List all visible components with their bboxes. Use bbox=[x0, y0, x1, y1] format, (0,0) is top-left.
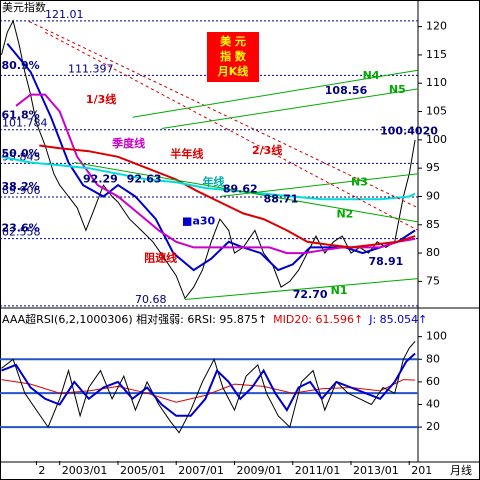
y-tick-label: 120 bbox=[426, 20, 447, 33]
y-tick-label: 90 bbox=[426, 189, 440, 202]
annotation: 89.62 bbox=[223, 183, 258, 196]
annotation: 88.71 bbox=[264, 192, 299, 205]
annotation: 92.29 bbox=[83, 172, 118, 185]
y-tick-label: 20 bbox=[426, 420, 440, 433]
series-line bbox=[44, 31, 419, 231]
annotation: 100.4020 bbox=[380, 124, 438, 137]
x-tick-label: 2009/01 bbox=[236, 464, 282, 477]
y-tick-label: 60 bbox=[426, 375, 440, 388]
indicator-header: MID20: 61.596↑ bbox=[273, 313, 363, 326]
level-label: 70.68 bbox=[135, 293, 167, 306]
chart-title: 美元指数 bbox=[2, 0, 46, 14]
x-tick-label: 2003/01 bbox=[62, 464, 108, 477]
series-line bbox=[1, 19, 416, 300]
y-tick-label: 85 bbox=[426, 218, 440, 231]
x-tick-label: 2 bbox=[38, 464, 45, 477]
annotation: 阻速线 bbox=[144, 251, 177, 265]
series-line bbox=[132, 69, 419, 118]
title-badge-text: 月K线 bbox=[217, 64, 249, 78]
annotation: 61.8% bbox=[1, 109, 39, 122]
x-tick-label: 2005/01 bbox=[120, 464, 166, 477]
y-tick-label: 75 bbox=[426, 274, 440, 287]
annotation: 78.91 bbox=[368, 255, 403, 268]
series-line bbox=[39, 144, 416, 249]
y-tick-label: 100 bbox=[426, 133, 447, 146]
annotation: N5 bbox=[389, 83, 406, 96]
x-tick-label: 201 bbox=[411, 464, 432, 477]
y-tick-label: 40 bbox=[426, 397, 440, 410]
annotation: 1/3线 bbox=[86, 92, 116, 106]
y-tick-label: 105 bbox=[426, 105, 447, 118]
series-line bbox=[184, 278, 419, 300]
level-label: 89.906 bbox=[2, 184, 41, 197]
annotation: ■a30 bbox=[182, 214, 215, 227]
series-line bbox=[161, 88, 419, 129]
y-tick-label: 115 bbox=[426, 48, 447, 61]
title-badge-text: 指 数 bbox=[220, 49, 247, 63]
indicator-header: J: 85.054↑ bbox=[368, 313, 427, 326]
series-line bbox=[1, 352, 416, 417]
title-badge bbox=[207, 32, 259, 82]
level-label: 95.845 bbox=[2, 150, 41, 163]
annotation: 23.6% bbox=[1, 222, 39, 235]
annotation: 80.9% bbox=[1, 59, 39, 72]
annotation: 2/3线 bbox=[252, 143, 282, 157]
indicator-header: AAA超RSI(6,2,1000306) 相对强弱: 6RSI: 95.875↑ bbox=[2, 312, 267, 326]
level-label: 82.558 bbox=[2, 226, 41, 239]
annotation: N4 bbox=[363, 69, 380, 82]
y-tick-label: 80 bbox=[426, 246, 440, 259]
annotation: N2 bbox=[336, 208, 353, 221]
y-tick-label: 80 bbox=[426, 352, 440, 365]
annotation: 72.70 bbox=[293, 288, 328, 301]
series-line bbox=[74, 162, 419, 223]
annotation: N1 bbox=[331, 284, 348, 297]
level-label: 111.397 bbox=[68, 62, 114, 75]
title-badge-text: 美 元 bbox=[220, 34, 246, 48]
annotation: 50.0% bbox=[1, 147, 39, 160]
x-tick-label: 2007/01 bbox=[178, 464, 224, 477]
annotation: 108.56 bbox=[325, 84, 368, 97]
x-tick-label: 2013/01 bbox=[353, 464, 399, 477]
level-label: 121.01 bbox=[45, 8, 84, 21]
x-tick-label: 2011/01 bbox=[295, 464, 341, 477]
annotation: 年线 bbox=[202, 174, 224, 188]
y-tick-label: 110 bbox=[426, 76, 447, 89]
annotation: N3 bbox=[351, 175, 368, 188]
annotation: 半年线 bbox=[170, 147, 203, 161]
series-line bbox=[219, 173, 419, 197]
x-unit-label: 月线 bbox=[450, 463, 472, 477]
annotation: 38.2% bbox=[1, 180, 39, 193]
series-line bbox=[1, 155, 416, 201]
y-tick-label: 100 bbox=[426, 330, 447, 343]
y-tick-label: 95 bbox=[426, 161, 440, 174]
annotation: 季度线 bbox=[111, 136, 145, 150]
annotation: 92.63 bbox=[127, 172, 162, 185]
